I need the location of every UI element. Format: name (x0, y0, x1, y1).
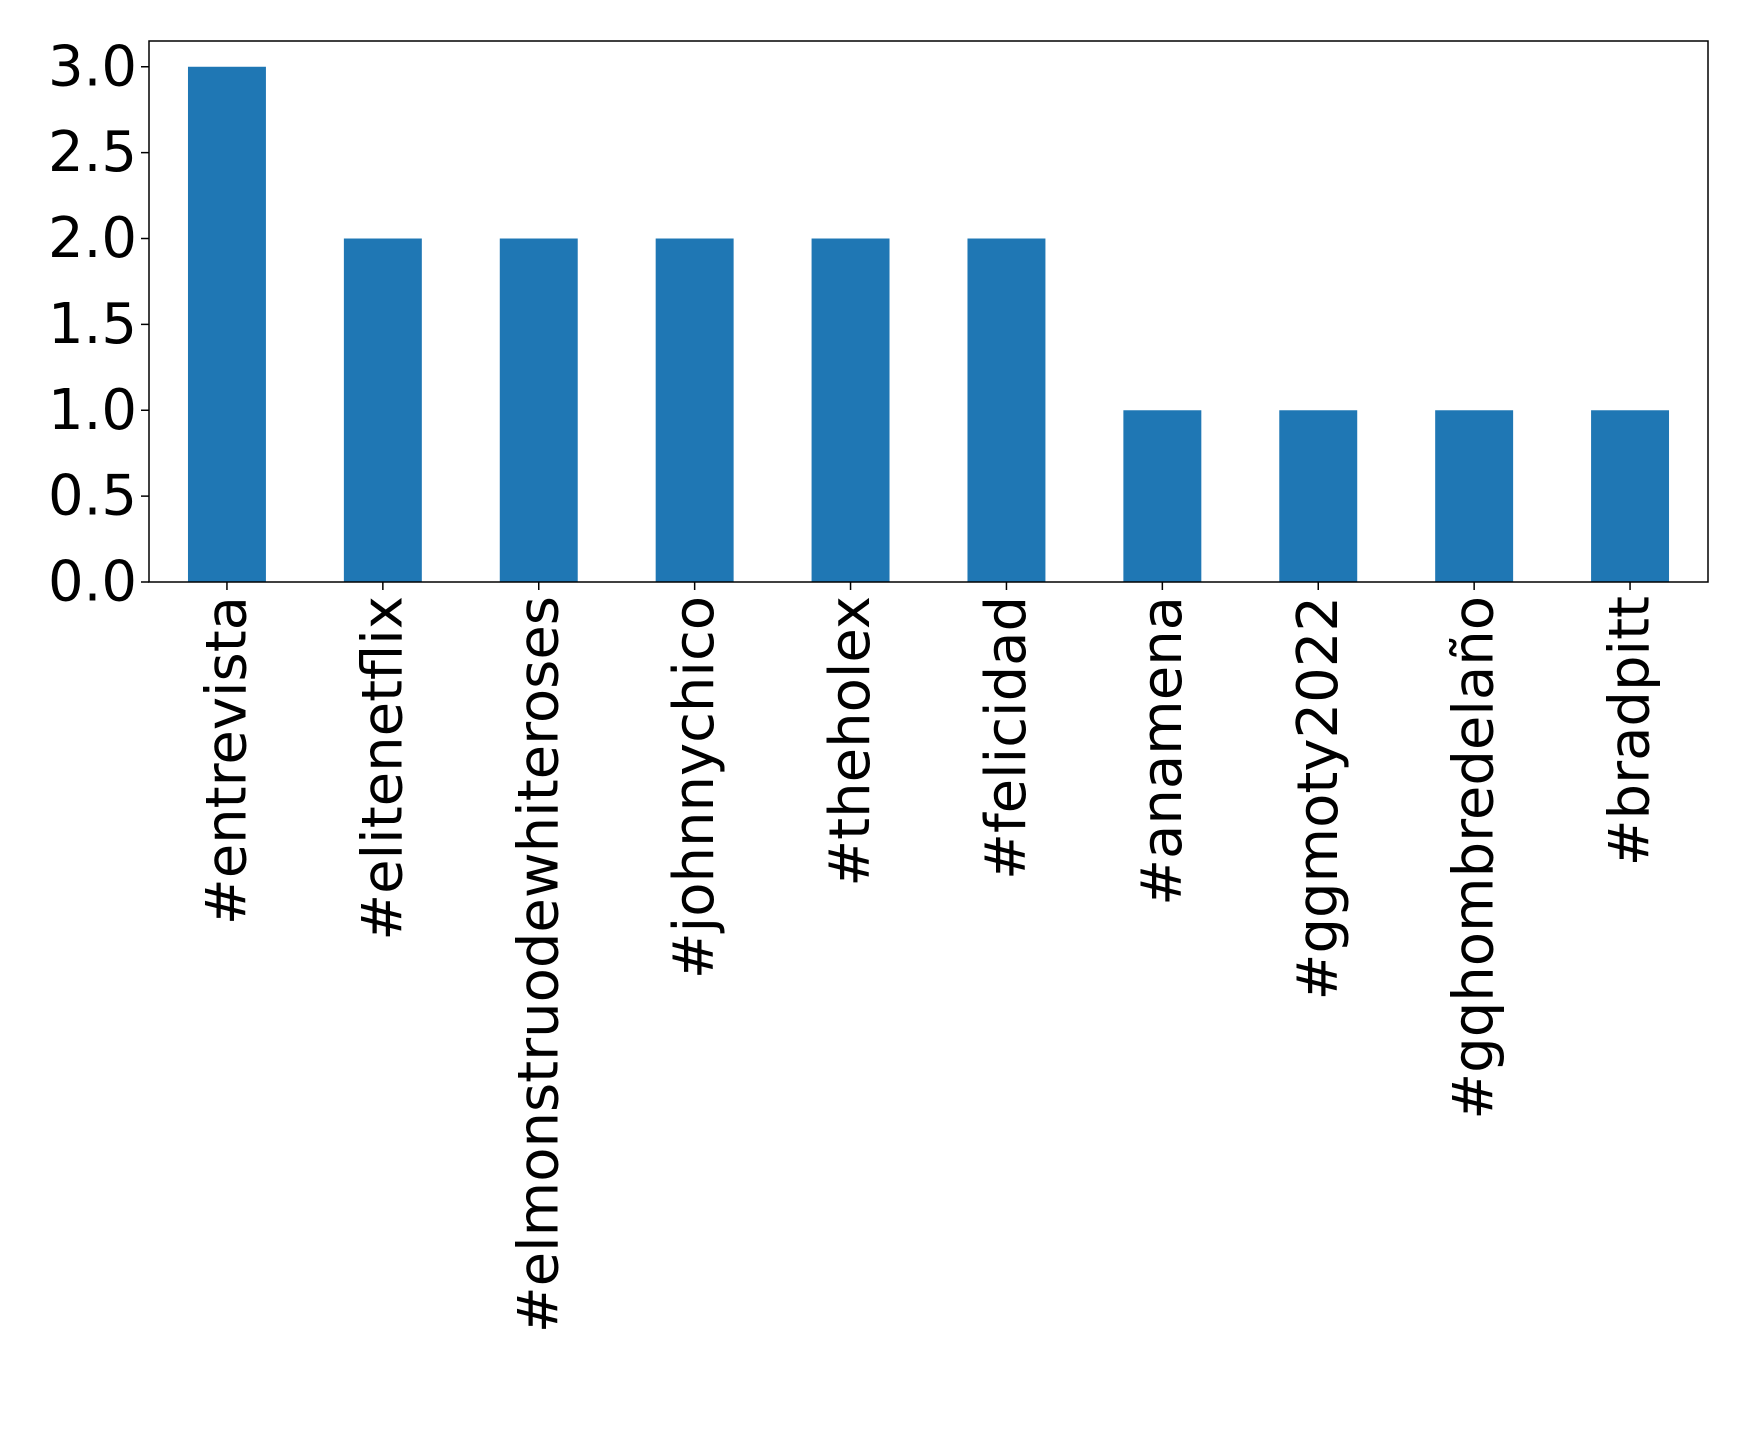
bar (967, 238, 1046, 582)
bar (1591, 410, 1670, 582)
bar (343, 238, 422, 582)
x-tick-label: #bradpitt (1598, 596, 1663, 866)
bar (655, 238, 734, 582)
bar (499, 238, 578, 582)
x-tick-label: #entrevista (194, 596, 259, 925)
bar (1435, 410, 1514, 582)
x-tick-label: #elmonstruodewhiteroses (506, 596, 571, 1333)
y-tick-label: 0.0 (48, 550, 137, 615)
x-tick-label: #felicidad (974, 596, 1039, 880)
x-tick-label: #anamena (1130, 596, 1195, 906)
x-tick-label: #elitenetflix (350, 596, 415, 941)
bar (811, 238, 890, 582)
x-tick-label: #theholex (818, 596, 883, 887)
y-tick-label: 1.5 (48, 292, 137, 357)
x-tick-label: #gqhombredelaño (1442, 596, 1507, 1120)
y-tick-label: 2.0 (48, 206, 137, 271)
bar (1123, 410, 1202, 582)
y-tick-label: 1.0 (48, 378, 137, 443)
x-tick-label: #johnnychico (662, 596, 727, 979)
bar (187, 66, 266, 582)
bar (1279, 410, 1358, 582)
y-tick-label: 2.5 (48, 120, 137, 185)
y-tick-label: 0.5 (48, 464, 137, 529)
plot-frame (148, 40, 1709, 583)
x-tick-label: #ggmoty2022 (1286, 596, 1351, 1000)
y-tick-label: 3.0 (48, 34, 137, 99)
